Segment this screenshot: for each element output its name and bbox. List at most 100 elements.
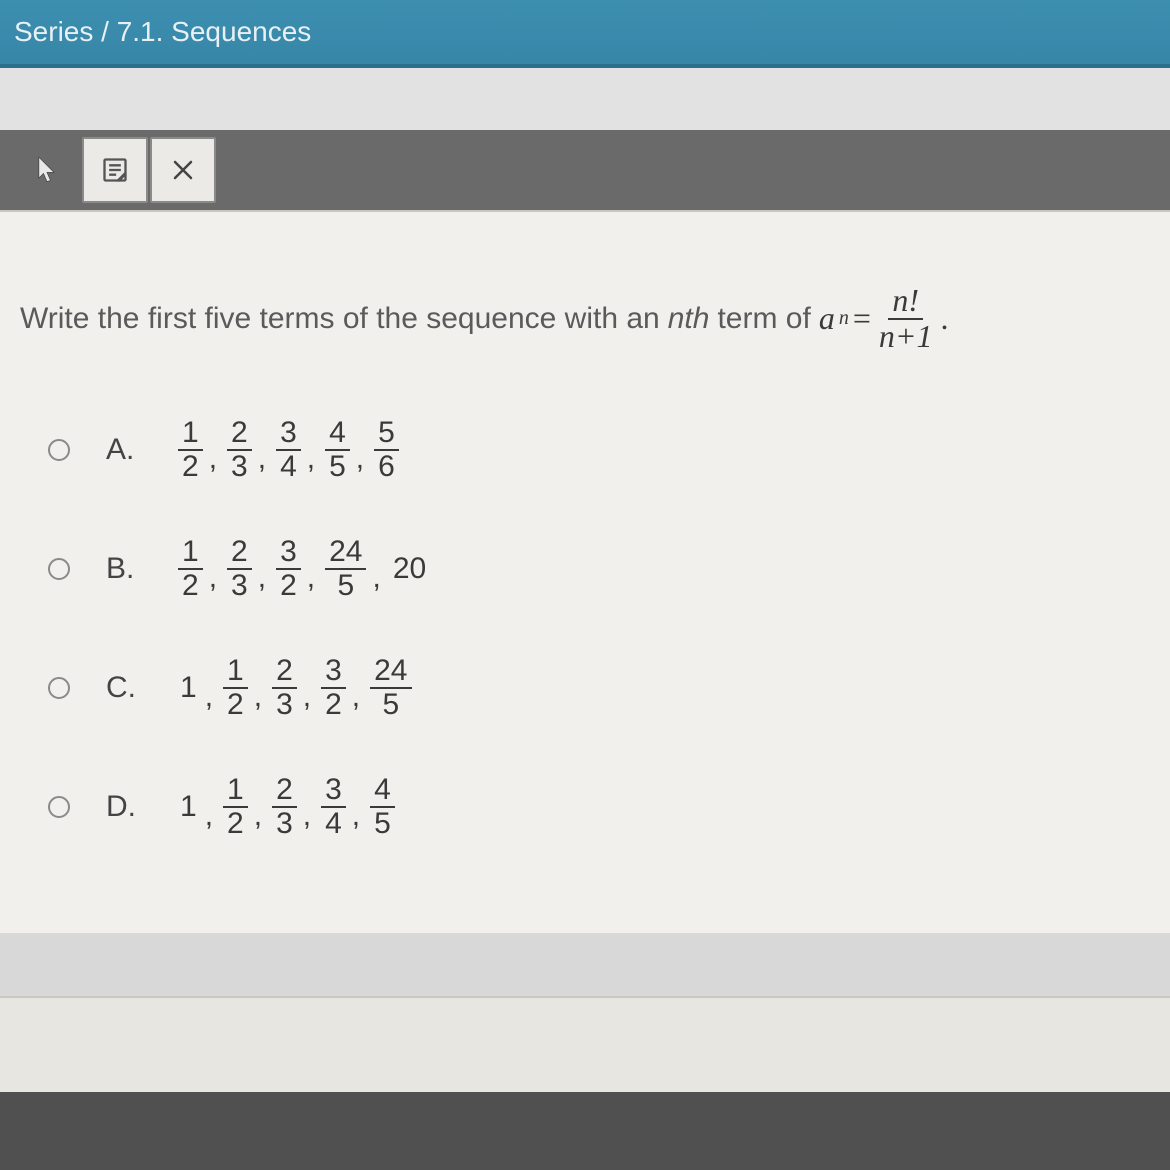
- option-row[interactable]: A.12,23,34,45,56: [48, 417, 1150, 482]
- fraction: 34: [321, 774, 346, 839]
- question-middle: term of: [717, 302, 810, 336]
- question-text: Write the first five terms of the sequen…: [20, 284, 1150, 353]
- option-letter: B.: [106, 552, 142, 586]
- fraction-num: 2: [227, 536, 252, 570]
- option-letter: C.: [106, 671, 142, 705]
- toolbar: [0, 130, 1170, 210]
- fraction: 32: [276, 536, 301, 601]
- separator: ,: [258, 442, 266, 482]
- fraction: 45: [325, 417, 350, 482]
- fraction-num: 2: [272, 655, 297, 689]
- pointer-icon: [36, 156, 58, 184]
- separator: ,: [307, 442, 315, 482]
- fraction-den: 5: [378, 689, 403, 721]
- fraction-den: 2: [178, 570, 203, 602]
- fraction: 245: [370, 655, 411, 720]
- fraction-den: 3: [227, 570, 252, 602]
- question-prefix: Write the first five terms of the sequen…: [20, 302, 660, 336]
- separator: ,: [254, 680, 262, 720]
- fraction-num: 1: [223, 655, 248, 689]
- separator: ,: [352, 799, 360, 839]
- fraction-den: 5: [325, 451, 350, 483]
- fraction: 12: [178, 417, 203, 482]
- separator: ,: [356, 442, 364, 482]
- close-tool[interactable]: [150, 137, 216, 203]
- option-terms: 1,12,23,32,245: [178, 655, 412, 720]
- option-terms: 12,23,32,245,20: [178, 536, 428, 601]
- separator: ,: [209, 561, 217, 601]
- option-row[interactable]: B.12,23,32,245,20: [48, 536, 1150, 601]
- whole-number: 1: [178, 790, 199, 824]
- separator: ,: [307, 561, 315, 601]
- fraction: 23: [272, 655, 297, 720]
- fraction-den: 5: [333, 570, 358, 602]
- fraction-num: 1: [223, 774, 248, 808]
- fraction-den: 3: [272, 689, 297, 721]
- fraction-num: 2: [227, 417, 252, 451]
- fraction: 12: [223, 655, 248, 720]
- fraction-num: 3: [321, 655, 346, 689]
- option-letter: A.: [106, 433, 142, 467]
- fraction-num: 24: [370, 655, 411, 689]
- radio-button[interactable]: [48, 439, 70, 461]
- fraction: 23: [272, 774, 297, 839]
- fraction-num: 2: [272, 774, 297, 808]
- formula-num: n!: [888, 284, 923, 320]
- fraction-num: 24: [325, 536, 366, 570]
- separator: ,: [205, 799, 213, 839]
- options-list: A.12,23,34,45,56B.12,23,32,245,20C.1,12,…: [20, 417, 1150, 839]
- fraction: 245: [325, 536, 366, 601]
- option-row[interactable]: C.1,12,23,32,245: [48, 655, 1150, 720]
- footer-dark: [0, 1092, 1170, 1170]
- fraction-den: 4: [321, 808, 346, 840]
- fraction: 45: [370, 774, 395, 839]
- fraction: 34: [276, 417, 301, 482]
- radio-button[interactable]: [48, 677, 70, 699]
- formula-den: n+1: [875, 320, 937, 354]
- fraction: 56: [374, 417, 399, 482]
- option-terms: 12,23,34,45,56: [178, 417, 399, 482]
- formula-a: a: [819, 300, 835, 337]
- separator: ,: [254, 799, 262, 839]
- radio-button[interactable]: [48, 796, 70, 818]
- separator: ,: [205, 680, 213, 720]
- fraction-den: 2: [321, 689, 346, 721]
- note-tool[interactable]: [82, 137, 148, 203]
- fraction-den: 3: [227, 451, 252, 483]
- fraction: 23: [227, 417, 252, 482]
- close-icon: [171, 158, 195, 182]
- fraction-den: 3: [272, 808, 297, 840]
- note-icon: [101, 156, 129, 184]
- pointer-tool[interactable]: [14, 137, 80, 203]
- fraction: 32: [321, 655, 346, 720]
- option-terms: 1,12,23,34,45: [178, 774, 395, 839]
- fraction-num: 3: [321, 774, 346, 808]
- separator: ,: [303, 680, 311, 720]
- formula-suffix: .: [940, 300, 948, 337]
- radio-button[interactable]: [48, 558, 70, 580]
- footer-light: [0, 996, 1170, 1092]
- fraction-num: 5: [374, 417, 399, 451]
- option-row[interactable]: D.1,12,23,34,45: [48, 774, 1150, 839]
- fraction-den: 2: [223, 808, 248, 840]
- fraction-num: 1: [178, 417, 203, 451]
- question-formula: an = n! n+1 .: [819, 284, 949, 353]
- separator: ,: [258, 561, 266, 601]
- fraction-den: 2: [276, 570, 301, 602]
- fraction-den: 2: [223, 689, 248, 721]
- fraction: 23: [227, 536, 252, 601]
- fraction: 12: [178, 536, 203, 601]
- breadcrumb-bar: Series / 7.1. Sequences: [0, 0, 1170, 68]
- separator: ,: [209, 442, 217, 482]
- whole-number: 1: [178, 671, 199, 705]
- formula-frac: n! n+1: [875, 284, 937, 353]
- question-nth: nth: [668, 302, 710, 336]
- fraction-num: 4: [370, 774, 395, 808]
- separator: ,: [352, 680, 360, 720]
- fraction-num: 1: [178, 536, 203, 570]
- fraction-den: 2: [178, 451, 203, 483]
- separator: ,: [303, 799, 311, 839]
- fraction-num: 4: [325, 417, 350, 451]
- fraction-den: 6: [374, 451, 399, 483]
- fraction-num: 3: [276, 417, 301, 451]
